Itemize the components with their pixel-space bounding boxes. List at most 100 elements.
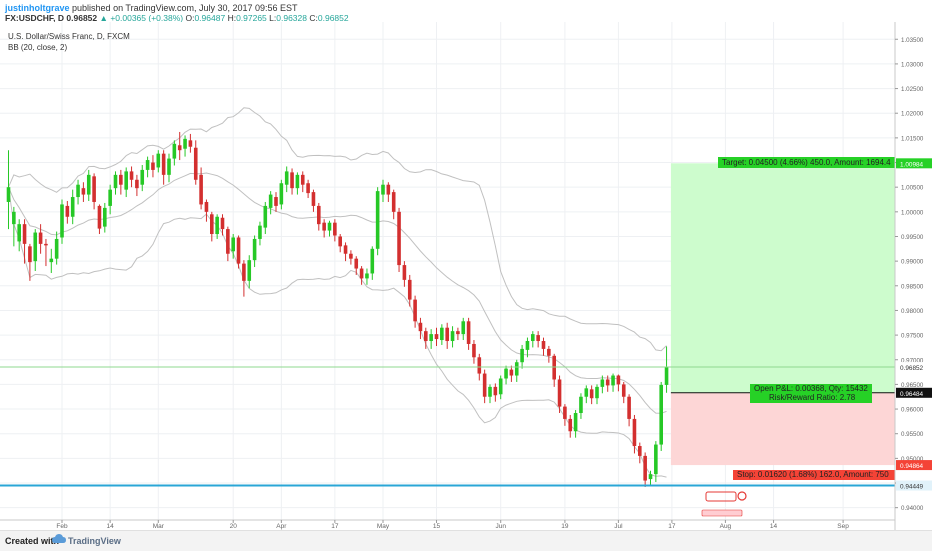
time-tick-label: Sep [837, 523, 849, 530]
candle [627, 394, 631, 427]
price-tick-label: 1.00500 [901, 185, 924, 192]
candle [525, 337, 530, 358]
price-tick-label: 0.99500 [901, 234, 924, 241]
candle-body [252, 238, 257, 261]
price-tick-label: 0.98500 [901, 283, 924, 290]
current-price-tag: 0.96852 [900, 365, 924, 372]
candle [648, 470, 653, 486]
candle-body [456, 331, 460, 335]
candle-body [231, 237, 235, 252]
candle [493, 383, 498, 402]
candle-body [621, 384, 626, 397]
support-price-tag-bg [896, 480, 932, 491]
author-link[interactable]: justinholtgrave [5, 3, 70, 13]
candle-body [402, 265, 407, 280]
candle-body [541, 341, 546, 349]
candle [429, 329, 433, 349]
candle-body [381, 184, 385, 195]
candle [210, 211, 214, 242]
candle [520, 344, 524, 369]
price-axis[interactable]: 1.035001.030001.025001.020001.015001.010… [894, 22, 932, 530]
entry-price-tag-bg [896, 387, 932, 398]
risk-reward-label: Risk/Reward Ratio: 2.78 [769, 393, 856, 402]
candle-body [38, 232, 43, 244]
candle-body [258, 225, 262, 239]
candle [643, 452, 647, 487]
candle-body [579, 396, 583, 414]
low-value: 0.96328 [276, 13, 307, 23]
target-price-tag-bg [896, 158, 932, 169]
time-tick-label: Apr [276, 523, 287, 530]
candle-body [525, 341, 530, 350]
candle-body [317, 205, 321, 225]
candle-body [493, 386, 498, 396]
candle [226, 226, 230, 262]
candle-body [654, 444, 658, 475]
target-price-tag: 1.00984 [900, 161, 924, 168]
candle-body [188, 140, 193, 147]
candle [424, 327, 428, 349]
candle [386, 182, 391, 202]
stop-zone [670, 392, 895, 466]
candle-body [70, 197, 75, 217]
candle [204, 199, 209, 222]
candle-body [274, 197, 278, 206]
candle [300, 171, 305, 193]
candle [129, 166, 134, 188]
candle [103, 202, 107, 233]
candle [397, 207, 401, 272]
candle [172, 140, 177, 166]
entry-price-tag: 0.96484 [900, 391, 924, 398]
candle-body [151, 162, 155, 170]
candle [215, 214, 219, 239]
candle [279, 179, 284, 210]
candle-body [472, 343, 476, 358]
candle-body [156, 153, 161, 168]
candle-body [215, 216, 219, 235]
candle-body [563, 406, 567, 419]
candle-body [65, 205, 70, 217]
target-zone [670, 163, 895, 393]
close-value: 0.96852 [317, 13, 349, 23]
candle-body [44, 243, 48, 246]
candle [220, 214, 225, 236]
bb-lower-band [8, 187, 667, 478]
candle-body [76, 184, 80, 198]
candle [498, 375, 503, 400]
candle-body [242, 263, 246, 281]
candle [472, 340, 476, 364]
earnings-icon[interactable] [737, 491, 747, 501]
support-price-tag: 0.94449 [900, 484, 924, 491]
candle [119, 169, 123, 195]
tradingview-brand[interactable]: TradingView [68, 536, 121, 546]
candle-body [28, 246, 32, 263]
price-change: +0.00365 (+0.38%) [110, 13, 184, 23]
candle [456, 327, 460, 341]
time-tick-label: Mar [153, 523, 165, 530]
candle [140, 164, 145, 192]
candle [547, 345, 551, 363]
candle [193, 140, 198, 185]
candle [541, 337, 546, 356]
candle [54, 231, 59, 265]
candle [573, 410, 578, 438]
chart-plot[interactable]: Target: 0.04500 (4.66%) 450.0, Amount: 1… [0, 22, 932, 530]
dividend-icon[interactable] [701, 509, 743, 517]
time-axis[interactable]: Feb 14 Mar 20 Apr 17 May 15 Jun 19 Jul 17 Aug 14 Sep [0, 519, 895, 530]
target-label: Target: 0.04500 (4.66%) 450.0, Amount: 1… [722, 158, 891, 167]
candle-body [322, 222, 326, 231]
candle [12, 206, 16, 247]
high-label: H: [227, 13, 237, 23]
price-tick-label: 0.96500 [901, 382, 924, 389]
bb-middle-band [8, 172, 667, 414]
candle-body [477, 357, 482, 374]
candle-body [531, 334, 535, 342]
target-label-bg [718, 157, 895, 168]
candle [231, 234, 235, 259]
symbol: FX:USDCHF, D [5, 13, 65, 23]
candle [76, 179, 80, 205]
candle [327, 220, 332, 237]
candle [124, 167, 128, 198]
candle-body [103, 207, 107, 227]
flag-icon[interactable] [705, 491, 737, 502]
